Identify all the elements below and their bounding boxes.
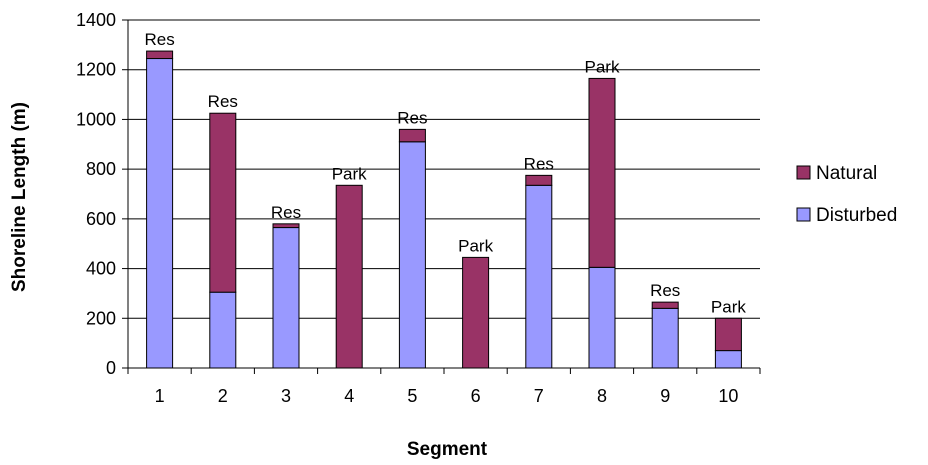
x-tick-label: 5 bbox=[407, 386, 417, 406]
legend-label: Disturbed bbox=[816, 205, 897, 226]
x-tick-label: 6 bbox=[471, 386, 481, 406]
bar-natural-8 bbox=[588, 77, 616, 268]
bar-labels: Res Res Res Park Res Park Res Park Res Park bbox=[144, 30, 746, 316]
bar-disturbed-7 bbox=[525, 184, 553, 369]
bar-natural-4 bbox=[335, 184, 363, 369]
x-tick-label: 10 bbox=[718, 386, 738, 406]
x-tick-label: 4 bbox=[344, 386, 354, 406]
y-tick-label: 1000 bbox=[76, 109, 116, 129]
bar-disturbed-1 bbox=[146, 58, 174, 369]
x-tick-label: 7 bbox=[534, 386, 544, 406]
bar-label: Park bbox=[332, 164, 367, 183]
y-tick-label: 200 bbox=[86, 308, 116, 328]
bar-disturbed-10 bbox=[714, 350, 742, 369]
bar-disturbed-8 bbox=[588, 266, 616, 369]
bar-disturbed-5 bbox=[398, 141, 426, 369]
bar-disturbed-3 bbox=[272, 227, 300, 369]
bar-label: Res bbox=[144, 30, 174, 49]
bar-label: Res bbox=[650, 281, 680, 300]
bar-label: Res bbox=[208, 92, 238, 111]
bars bbox=[146, 50, 742, 369]
x-tick-label: 8 bbox=[597, 386, 607, 406]
bar-label: Park bbox=[458, 236, 493, 255]
legend-label: Natural bbox=[816, 163, 877, 184]
bar-label: Res bbox=[271, 203, 301, 222]
bar-label: Res bbox=[397, 108, 427, 127]
legend-swatch bbox=[796, 165, 811, 180]
x-tick-labels: 1 2 3 4 5 6 7 8 9 10 bbox=[155, 386, 739, 406]
y-axis-title: Shoreline Length (m) bbox=[9, 102, 30, 292]
axes bbox=[122, 19, 761, 374]
y-tick-label: 1200 bbox=[76, 60, 116, 80]
bar-natural-7 bbox=[525, 174, 553, 186]
x-tick-label: 3 bbox=[281, 386, 291, 406]
y-tick-labels: 0 200 400 600 800 1000 1200 1400 bbox=[76, 10, 116, 378]
bar-disturbed-2 bbox=[209, 291, 237, 369]
bar-label: Park bbox=[585, 57, 620, 76]
bar-natural-2 bbox=[209, 112, 237, 293]
x-tick-label: 1 bbox=[155, 386, 165, 406]
bar-natural-1 bbox=[146, 50, 174, 60]
y-tick-label: 800 bbox=[86, 159, 116, 179]
legend-swatch bbox=[796, 207, 811, 222]
bar-natural-10 bbox=[714, 317, 742, 352]
legend: Natural Disturbed bbox=[796, 163, 897, 226]
y-tick-label: 400 bbox=[86, 259, 116, 279]
x-tick-label: 2 bbox=[218, 386, 228, 406]
bar-label: Res bbox=[524, 154, 554, 173]
y-tick-label: 600 bbox=[86, 209, 116, 229]
bar-label: Park bbox=[711, 297, 746, 316]
bar-natural-9 bbox=[651, 301, 679, 309]
y-tick-label: 0 bbox=[106, 358, 116, 378]
y-tick-label: 1400 bbox=[76, 10, 116, 30]
bar-disturbed-9 bbox=[651, 307, 679, 369]
x-axis-title: Segment bbox=[407, 439, 488, 460]
bar-natural-6 bbox=[462, 256, 490, 369]
bar-natural-5 bbox=[398, 128, 426, 143]
x-tick-label: 9 bbox=[660, 386, 670, 406]
bar-natural-3 bbox=[272, 223, 300, 229]
